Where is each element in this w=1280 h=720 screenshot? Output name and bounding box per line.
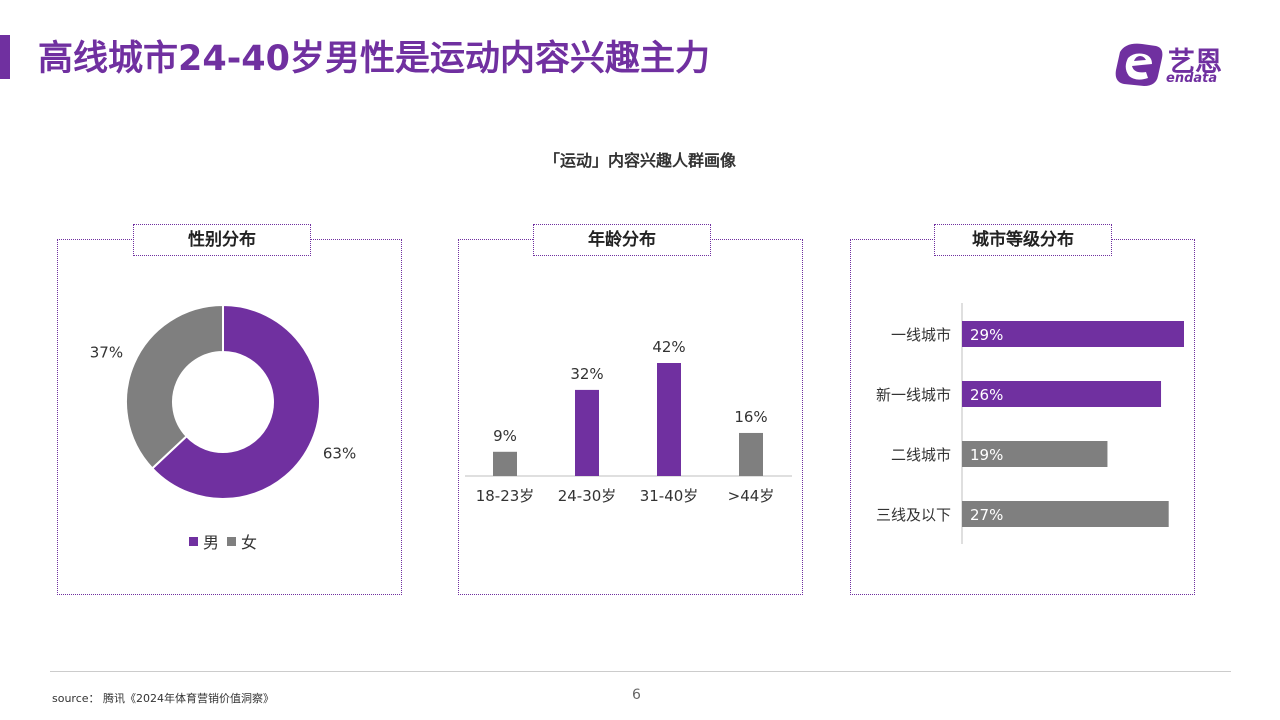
endata-logo: 艺恩 endata (1112, 40, 1242, 90)
city-category-label: 一线城市 (891, 326, 951, 344)
gender-panel: 性别分布 63% 37% 男 女 (57, 224, 402, 595)
donut-slice-label: 37% (90, 344, 123, 362)
chart-group-subtitle: 「运动」内容兴趣人群画像 (543, 151, 736, 170)
city-category-label: 二线城市 (891, 446, 951, 464)
city-bar-value-label: 19% (970, 446, 1003, 464)
city-bar-value-label: 27% (970, 506, 1003, 524)
logo-text-en: endata (1166, 71, 1218, 86)
donut-slice-1 (150, 303, 321, 500)
city-panel: 城市等级分布 29% 一线城市 26% 新一线城市 19% 二线城市 27% 三线及以下 (850, 224, 1195, 595)
legend-swatch-1 (189, 537, 198, 546)
legend-swatch-2 (227, 537, 236, 546)
footer-divider (50, 671, 1231, 672)
age-bar-4 (739, 432, 763, 476)
city-panel-title: 城市等级分布 (934, 224, 1112, 256)
age-panel: 年龄分布 9% 18-23岁 32% 24-30岁 42% 31-40岁 16% >44岁 (458, 224, 803, 595)
donut-slice-label: 63% (323, 444, 356, 462)
city-bar-value-label: 26% (970, 386, 1003, 404)
city-bar-chart: 29% 一线城市 26% 新一线城市 19% 二线城市 27% 三线及以下 (876, 303, 1184, 544)
source-note: source： 腾讯《2024年体育营销价值洞察》 (52, 692, 275, 705)
age-bar-1 (493, 451, 517, 476)
age-category-label: 24-30岁 (558, 487, 617, 505)
age-bar-2 (575, 389, 599, 476)
city-bar-3 (962, 441, 1108, 467)
title-accent-bar (0, 35, 10, 79)
gender-donut-chart: 63% 37% 男 女 (90, 303, 356, 552)
page-title: 高线城市24-40岁男性是运动内容兴趣主力 (38, 39, 710, 79)
page-number: 6 (632, 687, 641, 703)
legend-label-1: 男 (203, 533, 219, 552)
age-category-label: >44岁 (728, 487, 775, 505)
age-bar-value-label: 42% (652, 338, 685, 356)
donut-slice-2 (125, 303, 224, 470)
gender-panel-title: 性别分布 (133, 224, 311, 256)
legend-label-2: 女 (241, 533, 257, 552)
logo-text-cn: 艺恩 (1168, 47, 1222, 78)
age-bar-value-label: 9% (493, 427, 517, 445)
city-bar-2 (962, 381, 1162, 407)
age-bar-value-label: 16% (734, 408, 767, 426)
city-bar-1 (962, 321, 1184, 347)
city-bar-4 (962, 501, 1169, 527)
age-bar-value-label: 32% (570, 365, 603, 383)
age-panel-title: 年龄分布 (533, 224, 711, 256)
age-bar-3 (657, 363, 681, 476)
age-bar-chart: 9% 18-23岁 32% 24-30岁 42% 31-40岁 16% >44岁 (465, 338, 792, 505)
age-category-label: 31-40岁 (640, 487, 699, 505)
city-category-label: 新一线城市 (876, 386, 951, 404)
endata-logo-mark (1115, 43, 1163, 86)
city-category-label: 三线及以下 (876, 506, 951, 524)
city-bar-value-label: 29% (970, 326, 1003, 344)
age-category-label: 18-23岁 (476, 487, 535, 505)
